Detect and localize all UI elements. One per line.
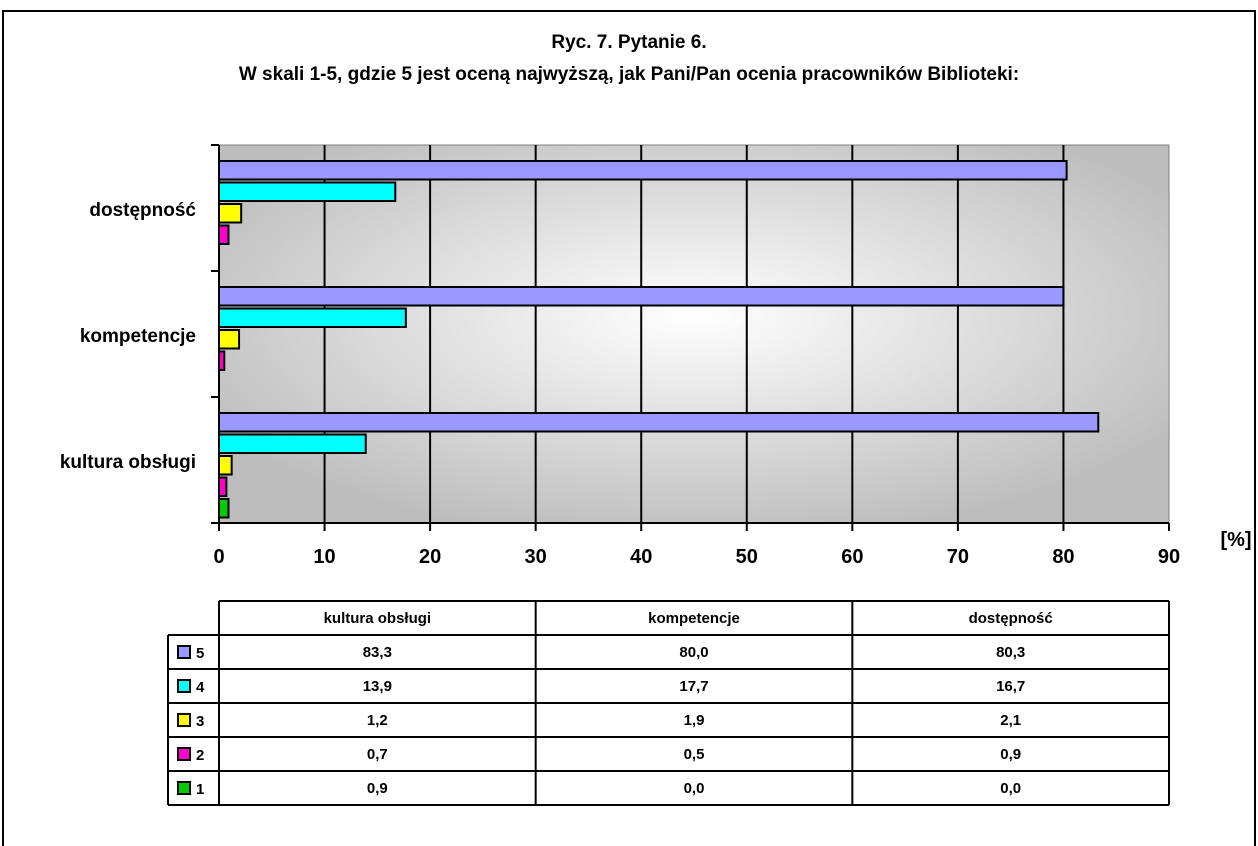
x-tick-label: 70 bbox=[947, 546, 969, 568]
bar-2 bbox=[218, 224, 230, 245]
table-cell: 0,7 bbox=[367, 746, 388, 763]
bar-3 bbox=[218, 203, 243, 224]
legend-label: 5 bbox=[196, 645, 204, 662]
x-tick-label: 10 bbox=[313, 546, 335, 568]
chart-subtitle: W skali 1-5, gdzie 5 jest oceną najwyższ… bbox=[238, 64, 1020, 85]
x-tick-label: 30 bbox=[525, 546, 547, 568]
legend-swatch bbox=[177, 679, 191, 693]
legend-swatch bbox=[177, 645, 191, 659]
bar-2 bbox=[218, 350, 226, 371]
table-cell: 17,7 bbox=[679, 678, 708, 695]
legend-label: 3 bbox=[196, 713, 204, 730]
table-cell: 13,9 bbox=[363, 678, 392, 695]
bar-4 bbox=[218, 307, 407, 328]
table-cell: 80,0 bbox=[679, 644, 708, 661]
bar-5 bbox=[218, 412, 1100, 433]
bar-3 bbox=[218, 329, 241, 350]
legend-label: 4 bbox=[196, 679, 205, 696]
x-tick-label: 0 bbox=[213, 546, 224, 568]
plot-area bbox=[218, 144, 1170, 524]
legend-swatch bbox=[177, 713, 191, 727]
legend-swatch bbox=[177, 781, 191, 795]
chart-title: Ryc. 7. Pytanie 6. bbox=[551, 32, 707, 53]
x-tick-label: 40 bbox=[630, 546, 652, 568]
table-cell: 1,9 bbox=[684, 712, 705, 729]
legend-swatch bbox=[177, 747, 191, 761]
table-cell: 80,3 bbox=[996, 644, 1025, 661]
table-header: dostępność bbox=[969, 610, 1053, 627]
bar-2 bbox=[218, 476, 228, 497]
legend-label: 1 bbox=[196, 781, 204, 798]
x-tick-label: 20 bbox=[419, 546, 441, 568]
x-tick-label: 50 bbox=[736, 546, 758, 568]
x-tick-label: 80 bbox=[1052, 546, 1074, 568]
x-tick-label: 90 bbox=[1158, 546, 1180, 568]
table-cell: 1,2 bbox=[367, 712, 388, 729]
category-label: dostępność bbox=[89, 200, 196, 221]
table-header: kultura obsługi bbox=[324, 610, 432, 627]
table-cell: 0,5 bbox=[684, 746, 705, 763]
table-cell: 0,9 bbox=[1000, 746, 1021, 763]
bar-3 bbox=[218, 455, 233, 476]
category-label: kompetencje bbox=[80, 326, 196, 347]
legend-label: 2 bbox=[196, 747, 204, 764]
table-cell: 83,3 bbox=[363, 644, 392, 661]
table-cell: 16,7 bbox=[996, 678, 1025, 695]
x-axis-unit: [%] bbox=[1220, 529, 1251, 551]
category-label: kultura obsługi bbox=[60, 452, 196, 473]
x-tick-label: 60 bbox=[841, 546, 863, 568]
chart-border bbox=[2, 10, 1256, 846]
table-cell: 0,9 bbox=[367, 780, 388, 797]
bar-4 bbox=[218, 181, 397, 202]
table-cell: 2,1 bbox=[1000, 712, 1021, 729]
table-cell: 0,0 bbox=[1000, 780, 1021, 797]
bar-5 bbox=[218, 286, 1065, 307]
table-header: kompetencje bbox=[648, 610, 740, 627]
table-cell: 0,0 bbox=[684, 780, 705, 797]
bar-1 bbox=[218, 498, 230, 519]
bar-4 bbox=[218, 433, 367, 454]
bar-5 bbox=[218, 160, 1068, 181]
